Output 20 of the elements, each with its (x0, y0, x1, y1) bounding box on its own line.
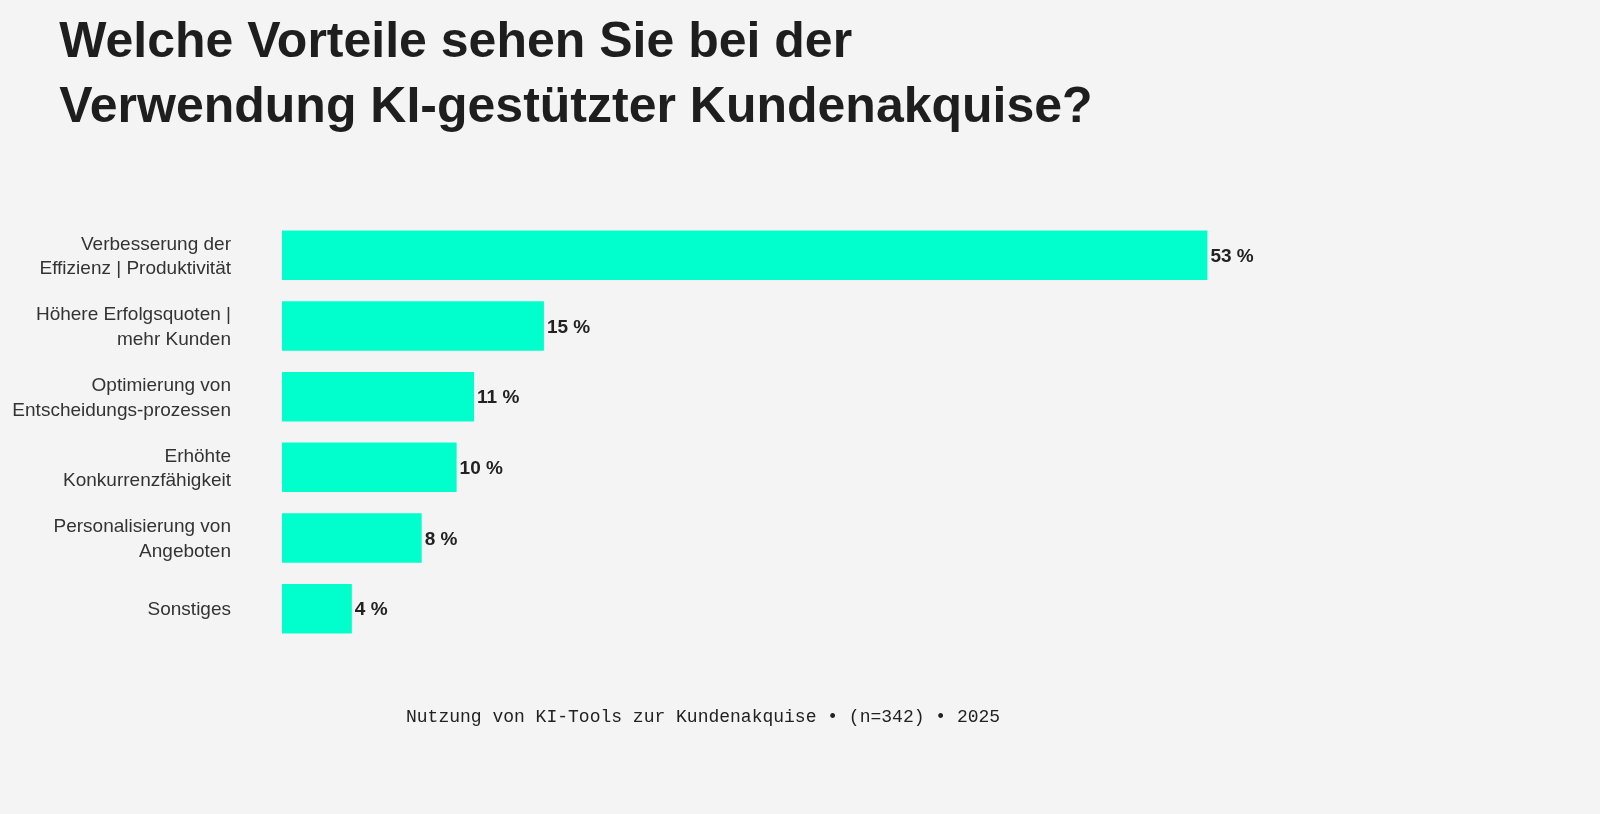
y-tick-label: Sonstiges (147, 598, 231, 620)
data-label: 15 % (546, 315, 591, 337)
y-tick-label: Personalisierung von Angeboten (53, 515, 231, 561)
data-label: 10 % (459, 456, 504, 478)
bar (282, 583, 352, 634)
data-label: 4 % (354, 598, 388, 620)
text: Nutzung von KI-Tools zur Kundenakquise • (n=342) • 2025 (406, 707, 1001, 727)
bar (282, 371, 475, 422)
chart-title: Welche Vorteile sehen Sie bei der Verwendung KI-gestützter Kundenakquise? (59, 11, 1093, 133)
data-label: 11 % (477, 386, 520, 408)
y-tick-label: Erhöhte Konkurrenzfähigkeit (63, 444, 232, 491)
y-tick-label: Höhere Erfolgsquoten | mehr Kunden (35, 303, 231, 349)
bar (282, 513, 422, 563)
bar (282, 301, 544, 351)
y-tick-label: Optimierung von Entscheidungs-prozessen (12, 373, 231, 420)
data-label: 53 % (1210, 244, 1254, 266)
bar (282, 230, 1208, 281)
data-label: 8 % (424, 527, 458, 549)
y-tick-label: Verbesserung der Effizienz | Produktivität (39, 232, 232, 279)
bar (282, 442, 457, 493)
